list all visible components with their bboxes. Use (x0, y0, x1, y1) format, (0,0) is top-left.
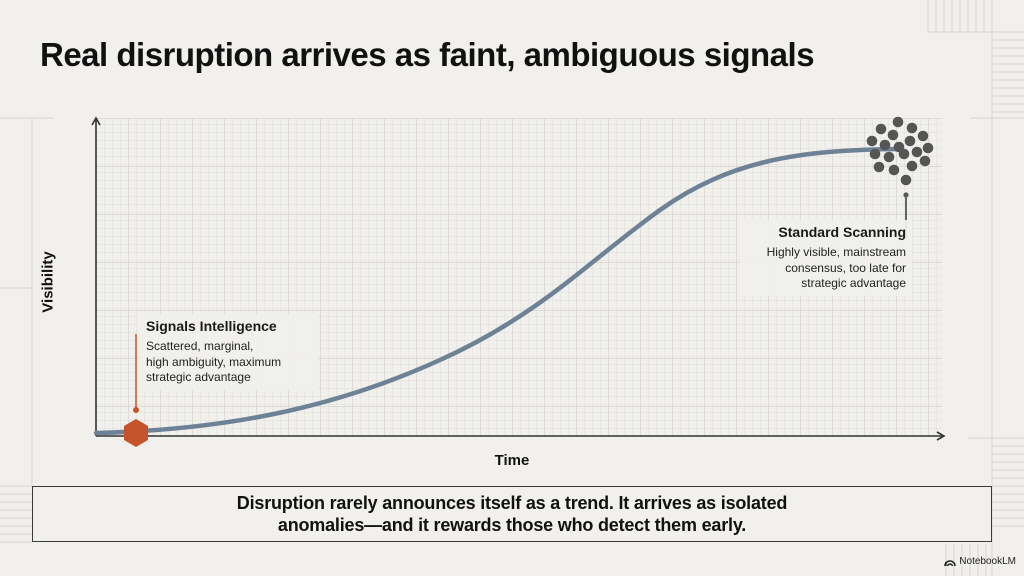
y-axis-label: Visibility (39, 251, 57, 313)
brand-label: NotebookLM (959, 556, 1016, 567)
notebooklm-logo-icon (944, 559, 957, 566)
callout-title: Signals Intelligence (146, 318, 277, 334)
callout-body: Highly visible, mainstream consensus, to… (746, 245, 906, 292)
callout-line: consensus, too late for (785, 260, 906, 275)
callout-line: Scattered, marginal, (146, 339, 254, 353)
callout-standard-scanning: Standard Scanning Highly visible, mainst… (740, 220, 912, 296)
x-axis-label: Time (494, 452, 530, 469)
visibility-curve (93, 146, 903, 436)
callout-line: strategic advantage (146, 370, 251, 384)
slide-title: Real disruption arrives as faint, ambigu… (40, 36, 815, 73)
takeaway-box: Disruption rarely announces itself as a … (32, 486, 992, 542)
chart-axes (91, 116, 946, 441)
hexagon-icon (124, 419, 148, 447)
callout-signals-intelligence: Signals Intelligence Scattered, marginal… (140, 314, 318, 390)
callout-line: high ambiguity, maximum (146, 354, 282, 369)
dot-cluster-icon (866, 116, 934, 238)
brand-watermark: NotebookLM (944, 556, 1016, 567)
callout-title: Standard Scanning (778, 224, 906, 240)
callout-body: Scattered, marginal, high ambiguity, max… (146, 339, 312, 386)
callout-line: strategic advantage (801, 276, 906, 290)
callout-line: Highly visible, mainstream (766, 245, 906, 259)
takeaway-text: Disruption rarely announces itself as a … (236, 493, 788, 535)
signal-marker (124, 334, 148, 447)
